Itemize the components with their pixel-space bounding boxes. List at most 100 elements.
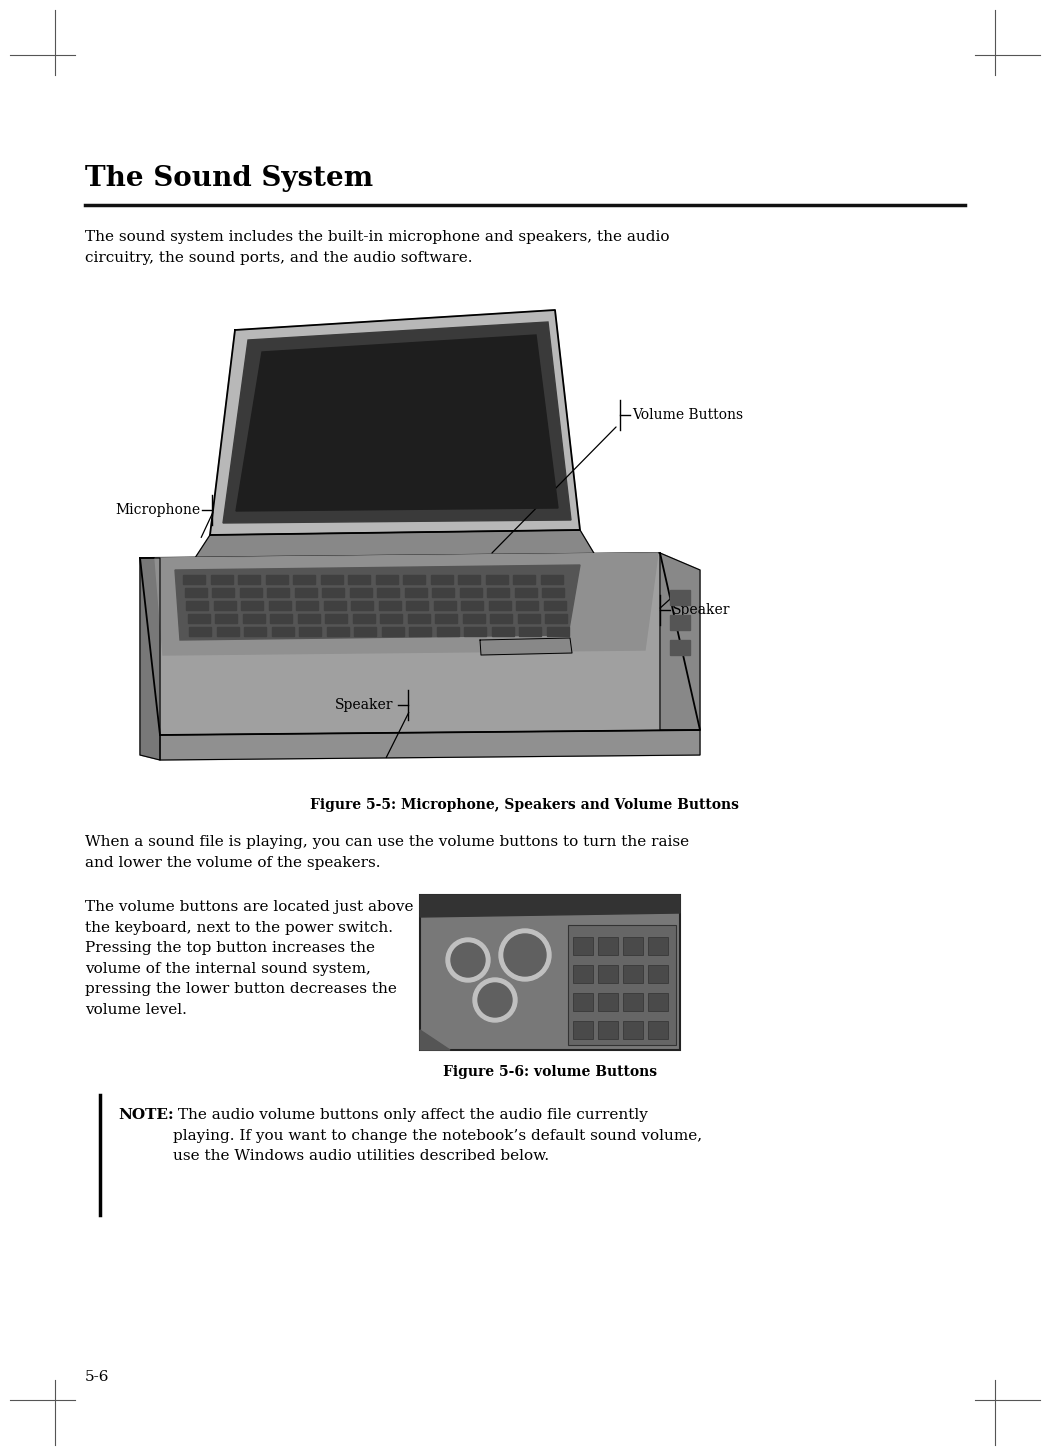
Polygon shape (242, 601, 262, 610)
Polygon shape (299, 627, 321, 636)
Bar (420, 895, 680, 1051)
Polygon shape (542, 588, 564, 597)
Bar (623, 937, 643, 954)
Polygon shape (380, 614, 402, 623)
Polygon shape (323, 601, 345, 610)
Polygon shape (435, 614, 457, 623)
Text: The volume buttons are located just above
the keyboard, next to the power switch: The volume buttons are located just abov… (85, 901, 414, 1017)
Polygon shape (546, 627, 568, 636)
Bar (648, 992, 668, 1011)
Polygon shape (244, 627, 266, 636)
Polygon shape (407, 614, 429, 623)
Polygon shape (216, 627, 238, 636)
Polygon shape (293, 575, 315, 583)
Polygon shape (670, 615, 690, 630)
Circle shape (504, 934, 546, 976)
Text: The sound system includes the built-in microphone and speakers, the audio
circui: The sound system includes the built-in m… (85, 230, 670, 265)
Polygon shape (322, 588, 344, 597)
Polygon shape (488, 601, 510, 610)
Bar (598, 965, 618, 984)
Polygon shape (189, 627, 211, 636)
Bar (623, 965, 643, 984)
Text: Volume Buttons: Volume Buttons (632, 407, 743, 422)
Polygon shape (420, 1030, 450, 1051)
Text: NOTE:: NOTE: (118, 1109, 173, 1122)
Polygon shape (670, 589, 690, 605)
Text: The audio volume buttons only affect the audio file currently
playing. If you wa: The audio volume buttons only affect the… (173, 1109, 702, 1163)
Polygon shape (432, 588, 454, 597)
Text: Speaker: Speaker (335, 698, 394, 711)
Polygon shape (183, 575, 205, 583)
Polygon shape (490, 614, 512, 623)
Polygon shape (320, 575, 342, 583)
Circle shape (446, 938, 490, 982)
Polygon shape (270, 614, 292, 623)
Polygon shape (378, 601, 400, 610)
Polygon shape (544, 601, 566, 610)
Polygon shape (243, 614, 265, 623)
Polygon shape (155, 553, 658, 655)
Text: Figure 5-6: volume Buttons: Figure 5-6: volume Buttons (443, 1065, 657, 1080)
Polygon shape (238, 575, 260, 583)
Polygon shape (430, 575, 453, 583)
Polygon shape (514, 588, 537, 597)
Polygon shape (487, 588, 509, 597)
Text: Figure 5-5: Microphone, Speakers and Volume Buttons: Figure 5-5: Microphone, Speakers and Vol… (311, 797, 739, 812)
Polygon shape (670, 640, 690, 655)
Bar (598, 992, 618, 1011)
Polygon shape (458, 575, 480, 583)
Polygon shape (491, 627, 513, 636)
Polygon shape (403, 575, 425, 583)
Polygon shape (188, 614, 210, 623)
Polygon shape (210, 575, 232, 583)
Polygon shape (296, 601, 318, 610)
Text: 5-6: 5-6 (85, 1371, 109, 1384)
Polygon shape (326, 614, 346, 623)
Polygon shape (266, 575, 288, 583)
Circle shape (478, 984, 512, 1017)
Polygon shape (377, 588, 399, 597)
Polygon shape (272, 627, 294, 636)
Circle shape (472, 978, 517, 1021)
Text: Microphone: Microphone (116, 503, 201, 517)
Bar (573, 992, 593, 1011)
Polygon shape (294, 588, 316, 597)
Bar (568, 925, 676, 1045)
Polygon shape (434, 601, 456, 610)
Polygon shape (460, 588, 482, 597)
Polygon shape (210, 310, 580, 535)
Polygon shape (267, 588, 289, 597)
Polygon shape (660, 553, 700, 730)
Bar (573, 965, 593, 984)
Bar (598, 1021, 618, 1039)
Bar (623, 1021, 643, 1039)
Polygon shape (354, 627, 376, 636)
Polygon shape (545, 614, 567, 623)
Polygon shape (348, 575, 370, 583)
Text: Speaker: Speaker (672, 602, 731, 617)
Polygon shape (185, 588, 207, 597)
Polygon shape (195, 530, 595, 559)
Polygon shape (353, 614, 375, 623)
Polygon shape (480, 637, 572, 655)
Polygon shape (376, 575, 398, 583)
Polygon shape (269, 601, 291, 610)
Polygon shape (462, 614, 484, 623)
Polygon shape (516, 601, 538, 610)
Polygon shape (140, 553, 700, 735)
Polygon shape (485, 575, 507, 583)
Polygon shape (461, 601, 483, 610)
Polygon shape (381, 627, 403, 636)
Bar (648, 965, 668, 984)
Text: The Sound System: The Sound System (85, 164, 373, 192)
Bar (648, 937, 668, 954)
Polygon shape (541, 575, 563, 583)
Polygon shape (327, 627, 349, 636)
Bar (648, 1021, 668, 1039)
Circle shape (499, 928, 551, 981)
Polygon shape (519, 627, 541, 636)
Polygon shape (404, 588, 426, 597)
Circle shape (452, 943, 485, 976)
Bar (573, 1021, 593, 1039)
Polygon shape (213, 601, 235, 610)
